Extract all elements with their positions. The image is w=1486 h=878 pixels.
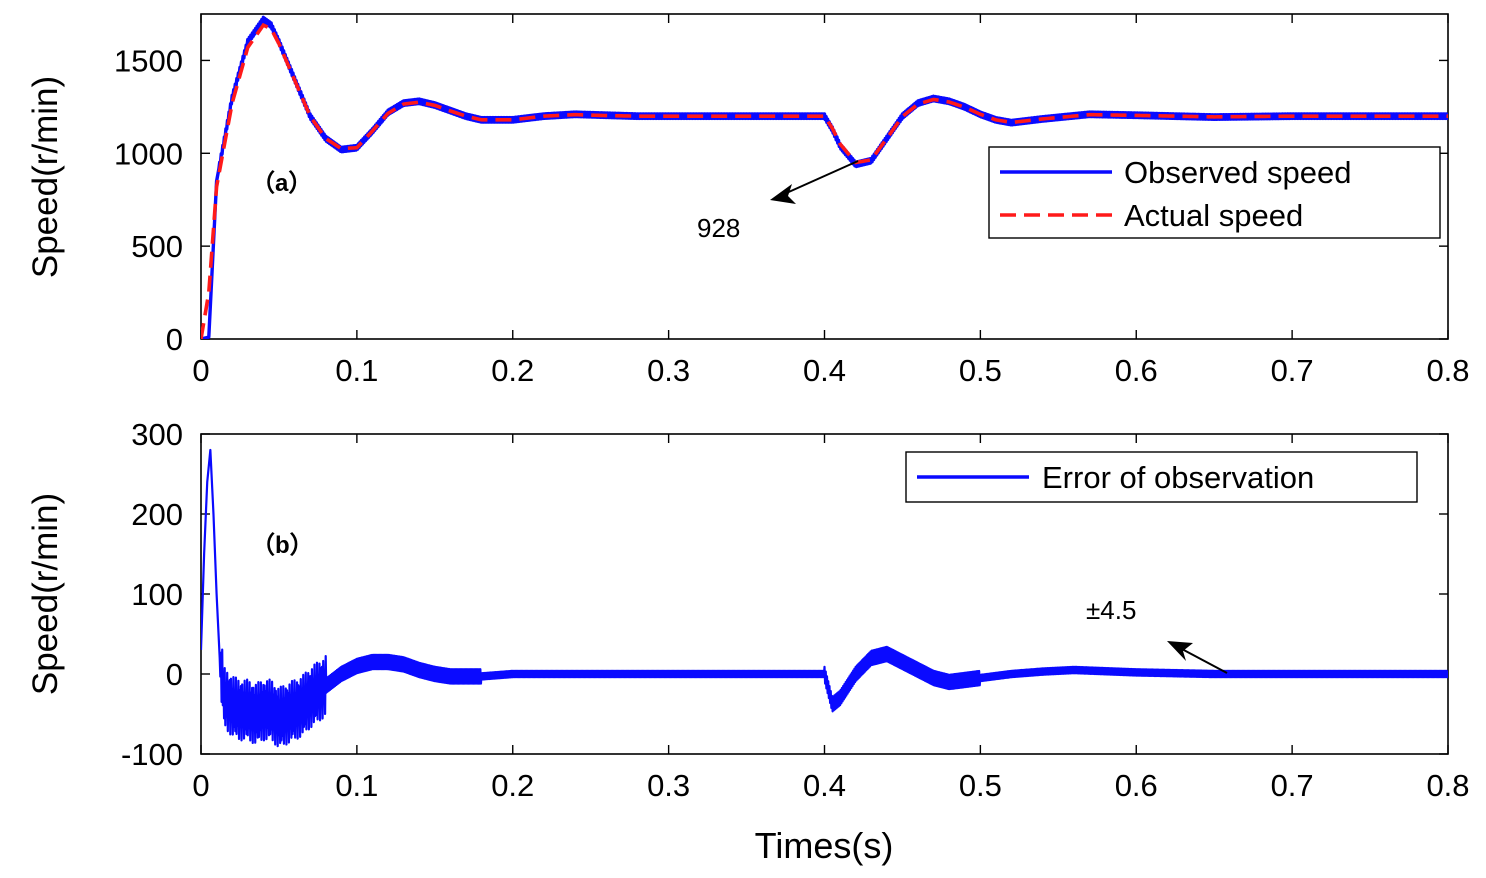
annotation-text-928: 928 xyxy=(697,213,740,243)
x-tick-label: 0.5 xyxy=(959,768,1002,803)
x-tick-label: 0.4 xyxy=(803,353,846,388)
x-tick-label: 0.4 xyxy=(803,768,846,803)
x-tick-label: 0.7 xyxy=(1271,768,1314,803)
y-tick-label: 100 xyxy=(131,577,183,612)
y-axis-ticks-b: -100 0 100 200 300 xyxy=(121,417,1448,772)
y-axis-ticks-a: 0 500 1000 1500 xyxy=(114,43,1448,357)
y-tick-label: -100 xyxy=(121,737,183,772)
x-axis-label: Times(s) xyxy=(755,825,894,866)
x-tick-label: 0.8 xyxy=(1426,768,1469,803)
annotation-text-4-5: ±4.5 xyxy=(1086,595,1136,625)
x-tick-label: 0.8 xyxy=(1426,353,1469,388)
panel-a: 0 0.1 0.2 0.3 0.4 0.5 0.6 0.7 0.8 0 500 1000 1500 S… xyxy=(26,13,1470,388)
x-axis-ticks-a: 0 0.1 0.2 0.3 0.4 0.5 0.6 0.7 0.8 xyxy=(192,14,1470,388)
panel-b: 0 0.1 0.2 0.3 0.4 0.5 0.6 0.7 0.8 -100 0 100 200 300… xyxy=(26,417,1470,866)
y-tick-label: 1000 xyxy=(114,136,183,171)
y-tick-label: 0 xyxy=(166,657,183,692)
x-tick-label: 0 xyxy=(192,353,209,388)
y-tick-label: 500 xyxy=(131,229,183,264)
y-tick-label: 0 xyxy=(166,322,183,357)
x-tick-label: 0.6 xyxy=(1115,768,1158,803)
series-actual-speed xyxy=(201,22,1448,339)
panel-label-a: （a） xyxy=(251,170,312,197)
x-tick-label: 0.3 xyxy=(647,353,690,388)
legend-label-actual: Actual speed xyxy=(1124,198,1303,233)
x-tick-label: 0.3 xyxy=(647,768,690,803)
y-axis-label-a: Speed(r/min) xyxy=(26,76,65,278)
x-tick-label: 0.1 xyxy=(335,768,378,803)
y-axis-label-b: Speed(r/min) xyxy=(26,493,65,695)
annotation-arrowhead-4-5 xyxy=(1167,641,1193,661)
annotation-4-5: ±4.5 xyxy=(1086,595,1228,674)
x-tick-label: 0.6 xyxy=(1115,353,1158,388)
panel-label-b: （b） xyxy=(251,532,314,559)
x-tick-label: 0.1 xyxy=(335,353,378,388)
y-tick-label: 300 xyxy=(131,417,183,452)
legend-box-a xyxy=(988,146,1441,239)
x-tick-label: 0.5 xyxy=(959,353,1002,388)
y-tick-label: 1500 xyxy=(114,43,183,78)
legend-a: Observed speed Actual speed xyxy=(988,146,1441,239)
x-tick-label: 0.2 xyxy=(491,768,534,803)
x-axis-ticks-b: 0 0.1 0.2 0.3 0.4 0.5 0.6 0.7 0.8 xyxy=(192,434,1470,803)
y-tick-label: 200 xyxy=(131,497,183,532)
annotation-arrowhead-928 xyxy=(770,184,796,204)
legend-label-observed: Observed speed xyxy=(1124,155,1351,190)
x-tick-label: 0 xyxy=(192,768,209,803)
x-tick-label: 0.2 xyxy=(491,353,534,388)
annotation-arrow-928 xyxy=(781,160,859,196)
legend-label-error: Error of observation xyxy=(1042,460,1314,495)
annotation-928: 928 xyxy=(697,160,859,243)
series-error-of-observation xyxy=(201,448,1448,748)
legend-b: Error of observation xyxy=(905,451,1418,503)
x-tick-label: 0.7 xyxy=(1271,353,1314,388)
annotation-arrow-4-5 xyxy=(1179,647,1228,674)
